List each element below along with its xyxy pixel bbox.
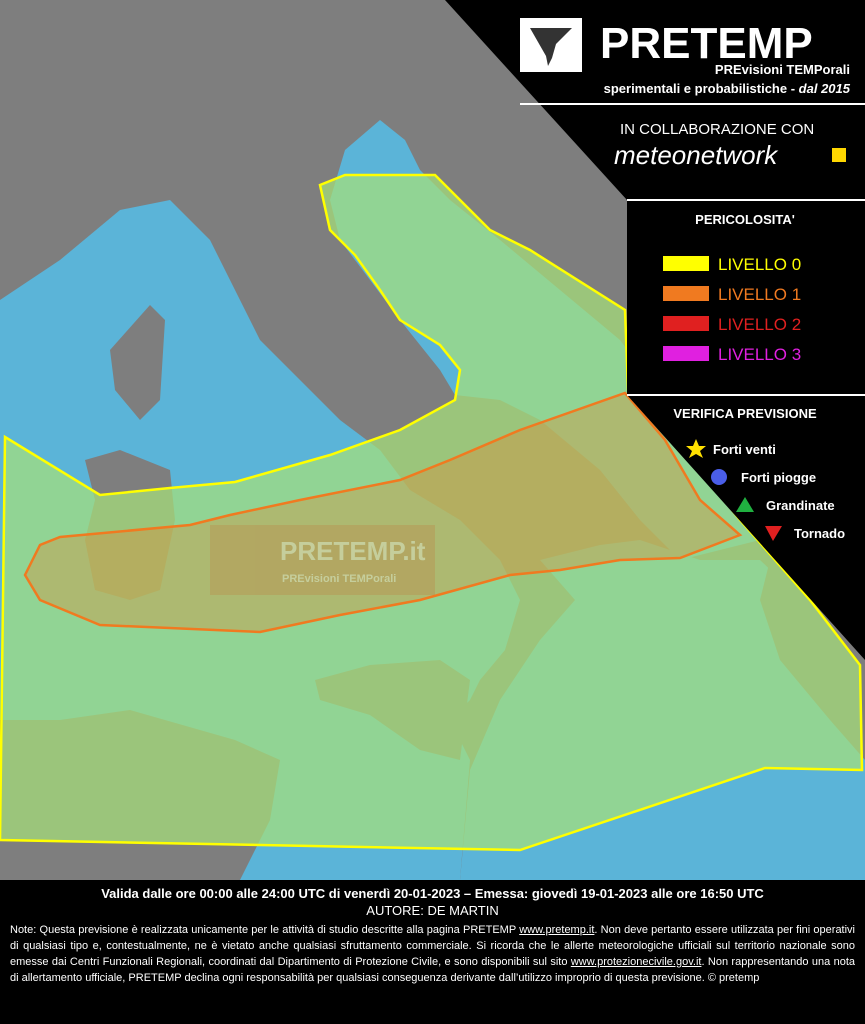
corsica: [110, 305, 165, 420]
verification-item: Grandinate: [766, 498, 835, 513]
verification-title: VERIFICA PREVISIONE: [673, 406, 817, 421]
watermark-box: [210, 525, 435, 595]
logo-tornado: [530, 28, 572, 66]
legend-title: PERICOLOSITA': [695, 212, 795, 227]
link[interactable]: www.protezionecivile.gov.it: [570, 956, 702, 968]
tagline-text: sperimentali e probabilistiche -: [604, 81, 799, 96]
watermark: PRETEMP.it PREvisioni TEMPorali: [210, 525, 435, 595]
title: PRETEMP: [600, 19, 813, 68]
validity: Valida dalle ore 00:00 alle 24:00 UTC di…: [101, 886, 764, 901]
verification-item: Tornado: [794, 526, 845, 541]
note: Note: Questa previsione è realizzata uni…: [10, 922, 855, 986]
level-swatch: [663, 286, 709, 301]
collab-label: IN COLLABORAZIONE CON: [620, 121, 814, 138]
level-swatch: [663, 256, 709, 271]
icon-star: [686, 439, 706, 458]
subtitle: PREvisioni TEMPorali: [715, 62, 850, 77]
since: dal 2015: [799, 81, 851, 96]
legend-levels: LIVELLO 0 LIVELLO 1 LIVELLO 2 LIVELLO 3: [663, 255, 801, 364]
level-label: LIVELLO 2: [718, 315, 801, 334]
note-text: . Non deve pertanto essere utilizzata pe…: [10, 924, 856, 968]
partner-square: [832, 148, 846, 162]
level-swatch: [663, 346, 709, 361]
note-text: Note: Questa previsione è realizzata uni…: [10, 924, 520, 936]
watermark-subtitle: PREvisioni TEMPorali: [282, 573, 396, 585]
level-1-area: [23, 391, 743, 634]
link[interactable]: www.pretemp.it: [519, 924, 595, 936]
map: PRETEMP.it PREvisioni TEMPorali PRETEMP …: [0, 0, 865, 880]
side-panel: [445, 0, 865, 660]
level-swatch: [663, 316, 709, 331]
level-label: LIVELLO 0: [718, 255, 801, 274]
verification-item: Forti venti: [713, 442, 776, 457]
tagline: sperimentali e probabilistiche - dal 201…: [604, 81, 851, 96]
icon-inverted-triangle: [765, 526, 782, 541]
author: AUTORE: DE MARTIN: [366, 903, 499, 918]
watermark-title: PRETEMP.it: [280, 536, 426, 566]
level-label: LIVELLO 3: [718, 345, 801, 364]
collab-partner: meteonetwork: [614, 140, 779, 170]
icon-circle: [711, 469, 727, 485]
icon-triangle: [736, 497, 754, 512]
verification-item: Forti piogge: [741, 470, 816, 485]
level-0-area: [0, 173, 864, 852]
footer: Valida dalle ore 00:00 alle 24:00 UTC di…: [0, 880, 865, 1024]
level-label: LIVELLO 1: [718, 285, 801, 304]
note-text: . Non rappresentando una nota di allerta…: [10, 956, 855, 984]
